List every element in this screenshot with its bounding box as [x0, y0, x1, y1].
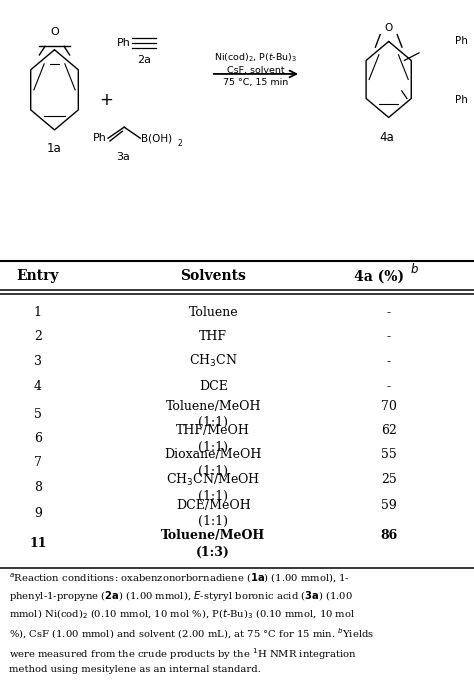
Text: 75 °C, 15 min: 75 °C, 15 min: [223, 78, 289, 88]
Text: $b$: $b$: [410, 263, 419, 276]
Text: 11: 11: [29, 538, 46, 550]
Text: 2a: 2a: [137, 55, 151, 65]
Text: CsF, solvent: CsF, solvent: [227, 66, 285, 75]
Text: CH$_3$CN: CH$_3$CN: [189, 353, 237, 370]
Text: Toluene/MeOH: Toluene/MeOH: [165, 400, 261, 413]
Text: 3: 3: [34, 355, 42, 368]
Text: 62: 62: [381, 424, 397, 437]
Text: Solvents: Solvents: [181, 269, 246, 283]
Text: THF/MeOH: THF/MeOH: [176, 424, 250, 437]
Text: 6: 6: [34, 433, 42, 445]
Text: 59: 59: [381, 499, 397, 511]
Text: Dioxane/MeOH: Dioxane/MeOH: [164, 448, 262, 461]
Text: THF: THF: [199, 330, 228, 343]
Text: (1:1): (1:1): [198, 490, 228, 502]
Text: 5: 5: [34, 408, 42, 421]
Text: (1:3): (1:3): [196, 546, 230, 558]
Text: O: O: [384, 23, 393, 32]
Text: Ph: Ph: [455, 37, 468, 46]
Text: (1:1): (1:1): [198, 515, 228, 528]
Text: O: O: [50, 28, 59, 37]
Text: -: -: [387, 330, 391, 343]
Text: Ni(cod)$_2$, P($t$-Bu)$_3$: Ni(cod)$_2$, P($t$-Bu)$_3$: [214, 52, 298, 64]
Text: 4: 4: [34, 381, 42, 393]
Text: DCE/MeOH: DCE/MeOH: [176, 499, 251, 511]
Text: (1:1): (1:1): [198, 417, 228, 429]
Text: 7: 7: [34, 457, 42, 469]
Text: DCE: DCE: [199, 381, 228, 393]
Text: B(OH): B(OH): [141, 133, 173, 143]
Text: -: -: [387, 306, 391, 319]
Text: (1:1): (1:1): [198, 465, 228, 477]
Text: 55: 55: [381, 448, 397, 461]
Text: +: +: [100, 91, 114, 109]
Text: Ph: Ph: [117, 38, 130, 48]
Text: CH$_3$CN/MeOH: CH$_3$CN/MeOH: [166, 471, 260, 488]
Text: 1a: 1a: [47, 142, 62, 155]
Text: 2: 2: [34, 330, 42, 343]
Text: 86: 86: [380, 529, 397, 542]
Text: 4a: 4a: [379, 131, 394, 144]
Text: Toluene/MeOH: Toluene/MeOH: [161, 529, 265, 542]
FancyBboxPatch shape: [0, 15, 474, 252]
Text: (1:1): (1:1): [198, 441, 228, 453]
Text: 2: 2: [178, 138, 182, 148]
Text: Ph: Ph: [455, 95, 468, 105]
Text: 4a (%): 4a (%): [354, 269, 404, 283]
Text: 9: 9: [34, 507, 42, 520]
Text: 70: 70: [381, 400, 397, 413]
Text: -: -: [387, 381, 391, 393]
Text: Toluene: Toluene: [189, 306, 238, 319]
Text: Ph: Ph: [93, 133, 107, 143]
Text: 8: 8: [34, 482, 42, 494]
Text: $^a$Reaction conditions: oxabenzonorbornadiene ($\mathbf{1a}$) (1.00 mmol), 1-
p: $^a$Reaction conditions: oxabenzonorborn…: [9, 571, 374, 674]
Text: -: -: [387, 355, 391, 368]
Text: Entry: Entry: [17, 269, 59, 283]
Text: 25: 25: [381, 473, 397, 486]
Text: 1: 1: [34, 306, 42, 319]
Text: 3a: 3a: [116, 152, 130, 162]
